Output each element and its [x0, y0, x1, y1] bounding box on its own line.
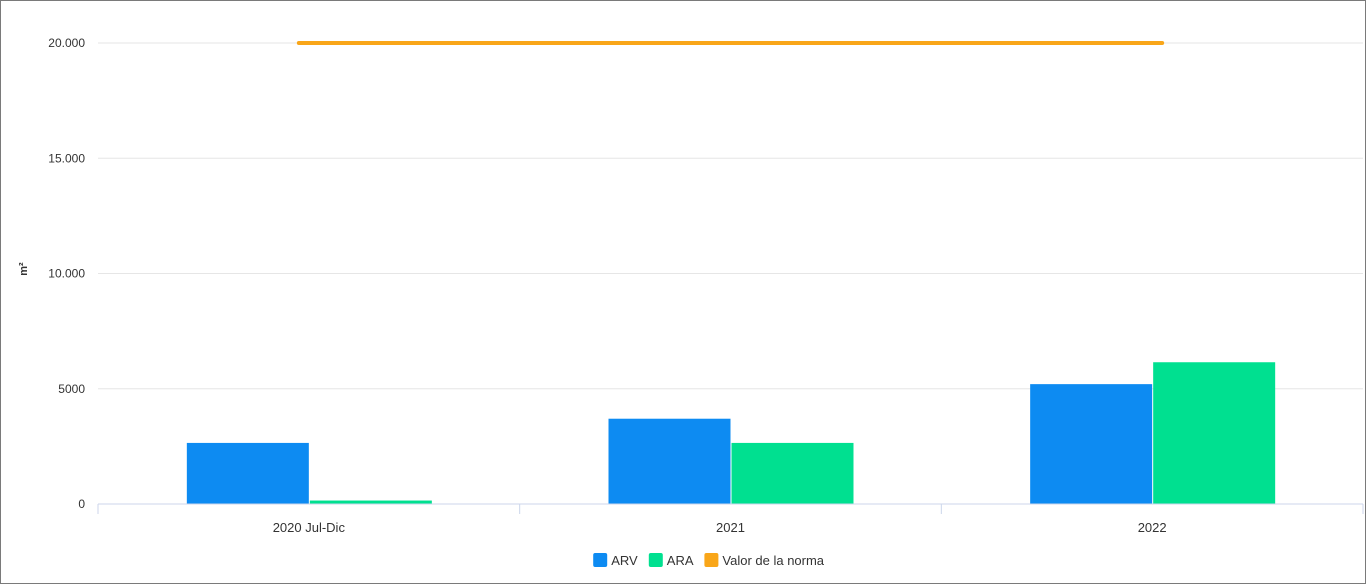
legend-label: ARA	[667, 553, 694, 568]
x-tick-label: 2021	[716, 520, 745, 535]
x-tick-label: 2022	[1138, 520, 1167, 535]
legend-swatch	[704, 553, 719, 567]
bar-arv[interactable]	[608, 418, 731, 504]
bar-arv[interactable]	[186, 442, 309, 504]
legend: ARV ARA Valor de la norma	[593, 553, 825, 568]
y-tick-label: 5000	[58, 382, 85, 396]
y-tick-label: 0	[78, 497, 85, 511]
y-tick-label: 20.000	[48, 36, 85, 50]
y-axis-ticks: 0 5000 10.000 15.000 20.000	[48, 36, 85, 511]
bar-arv[interactable]	[1030, 384, 1153, 504]
legend-item-ara[interactable]: ARA	[648, 553, 694, 568]
legend-label: ARV	[611, 553, 638, 568]
legend-item-arv[interactable]: ARV	[593, 553, 638, 568]
y-tick-label: 15.000	[48, 151, 85, 165]
gridlines	[98, 42, 1363, 390]
legend-swatch	[648, 553, 663, 567]
bar-ara[interactable]	[309, 500, 432, 504]
bar-ara[interactable]	[1153, 362, 1276, 504]
legend-label: Valor de la norma	[722, 553, 824, 568]
bars	[186, 362, 1276, 504]
legend-swatch	[593, 553, 608, 567]
x-tick-label: 2020 Jul-Dic	[273, 520, 346, 535]
x-axis: 2020 Jul-Dic 2021 2022	[97, 503, 1364, 535]
bar-ara[interactable]	[731, 442, 854, 504]
y-axis-title: m²	[18, 262, 30, 276]
legend-item-valor-de-la-norma[interactable]: Valor de la norma	[704, 553, 825, 568]
y-tick-label: 10.000	[48, 267, 85, 281]
